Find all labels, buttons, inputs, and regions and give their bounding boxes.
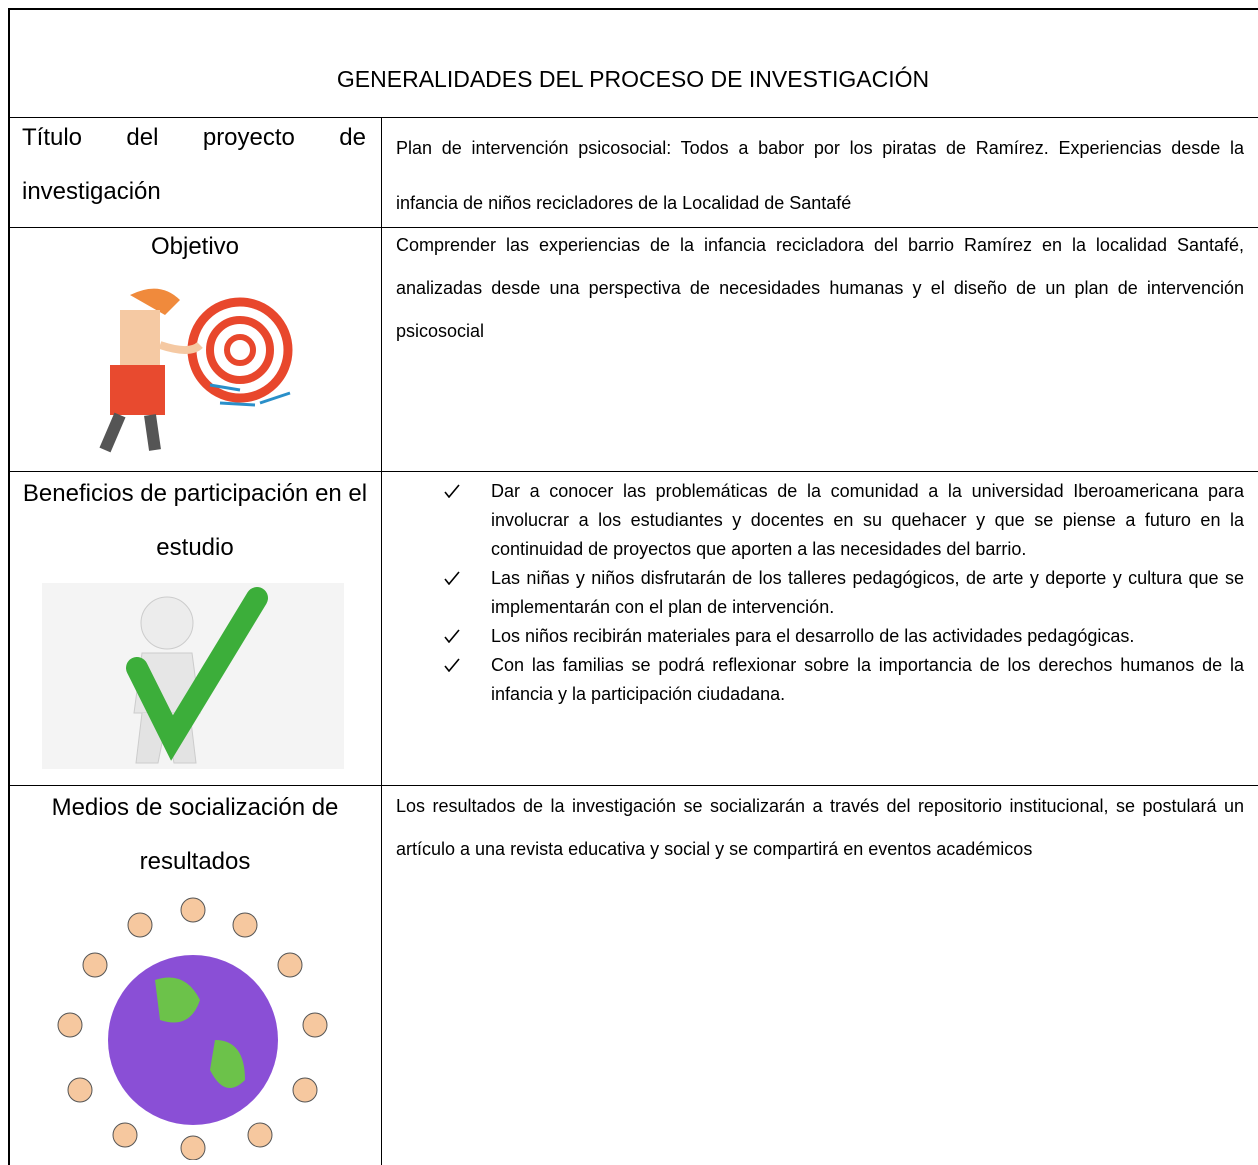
check-icon xyxy=(444,629,460,643)
row-content: Plan de intervención psicosocial: Todos … xyxy=(396,138,1244,213)
row-label: Beneficios de participación en el estudi… xyxy=(22,480,368,561)
border xyxy=(381,117,382,1165)
target-illustration xyxy=(99,288,293,453)
border xyxy=(8,117,1258,118)
check-icon xyxy=(444,484,460,498)
list-item: Con las familias se podrá reflexionar so… xyxy=(396,651,1244,709)
row-label: Título del proyecto de investigación xyxy=(22,124,366,205)
benefit-list: Dar a conocer las problemáticas de la co… xyxy=(396,477,1244,709)
item-text: Con las familias se podrá reflexionar so… xyxy=(491,655,1244,704)
row-label: Medios de socialización de resultados xyxy=(51,794,339,875)
row-label: Objetivo xyxy=(150,233,240,260)
check-icon xyxy=(444,658,460,672)
list-item: Las niñas y niños disfrutarán de los tal… xyxy=(396,564,1244,622)
border xyxy=(8,227,1258,228)
title: GENERALIDADES DEL PROCESO DE INVESTIGACI… xyxy=(336,66,930,92)
checkmark-illustration xyxy=(42,583,344,769)
border xyxy=(8,785,1258,786)
item-text: Dar a conocer las problemáticas de la co… xyxy=(491,481,1244,559)
border xyxy=(8,471,1258,472)
list-item: Dar a conocer las problemáticas de la co… xyxy=(396,477,1244,564)
border xyxy=(8,8,10,1165)
border xyxy=(8,8,1258,10)
item-text: Los niños recibirán materiales para el d… xyxy=(491,626,1135,646)
check-icon xyxy=(444,571,460,585)
row-content: Comprender las experiencias de la infanc… xyxy=(396,235,1244,341)
row-content: Los resultados de la investigación se so… xyxy=(396,796,1244,859)
item-text: Las niñas y niños disfrutarán de los tal… xyxy=(491,568,1244,617)
globe-illustration xyxy=(57,897,328,1160)
list-item: Los niños recibirán materiales para el d… xyxy=(396,622,1244,651)
